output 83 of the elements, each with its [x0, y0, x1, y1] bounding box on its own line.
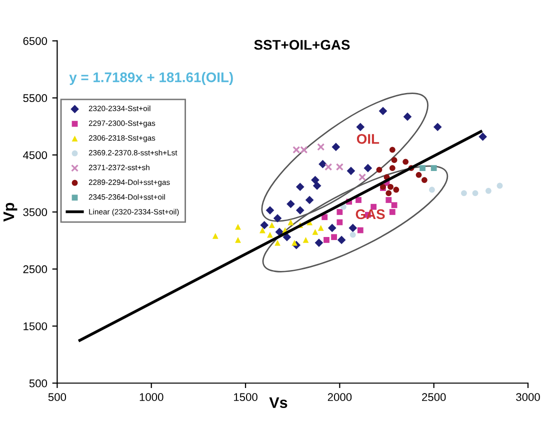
point [260, 227, 266, 234]
point [420, 165, 426, 172]
annotation: y = 1.7189x + 181.61(OIL) [69, 72, 233, 85]
point [389, 209, 396, 215]
point [324, 163, 332, 171]
point [332, 142, 340, 152]
point [389, 146, 396, 153]
point [386, 197, 392, 203]
point [273, 214, 282, 222]
point [235, 236, 241, 243]
point [312, 182, 322, 190]
point [348, 224, 358, 232]
x-tick-label: 2500 [422, 393, 446, 402]
y-tick-label: 3500 [23, 208, 48, 216]
point [312, 229, 318, 235]
x-tick-label: 500 [48, 393, 66, 402]
point [478, 132, 487, 141]
x-tick-label: 2000 [328, 393, 352, 402]
point [331, 234, 337, 240]
x-tick-label: 1500 [234, 393, 258, 402]
point [260, 220, 269, 230]
point [337, 236, 346, 244]
y-tick-label: 1500 [24, 322, 48, 330]
point [328, 224, 336, 232]
y-axis-title: Vp [4, 202, 18, 222]
point [266, 206, 274, 214]
point [311, 176, 320, 184]
y-tick-label: 2500 [23, 265, 48, 274]
point [336, 209, 343, 215]
point [391, 157, 398, 164]
chart-title: SST+OIL+GAS [254, 40, 350, 50]
y-tick-label: 500 [29, 379, 48, 388]
annotation: OIL [356, 134, 380, 144]
point [350, 232, 356, 238]
point [486, 188, 492, 194]
point [386, 190, 392, 196]
x-tick-label: 3000 [516, 393, 540, 402]
point [324, 236, 330, 243]
point [318, 225, 324, 231]
point [402, 158, 409, 165]
point [393, 186, 400, 193]
point [288, 219, 294, 226]
point [461, 190, 467, 196]
point [389, 165, 396, 172]
point [267, 232, 273, 238]
point [364, 164, 372, 172]
point [302, 236, 309, 243]
point [282, 232, 292, 242]
y-tick-label: 4500 [23, 151, 48, 160]
point [305, 196, 314, 204]
point [314, 238, 324, 247]
point [403, 112, 412, 121]
y-tick-label: 6500 [23, 37, 48, 45]
point [356, 197, 362, 203]
point [336, 163, 344, 171]
point [496, 182, 503, 189]
point [376, 166, 382, 173]
point [433, 122, 442, 132]
point [275, 228, 284, 236]
point [296, 206, 304, 214]
y-tick-label: 5500 [23, 94, 48, 102]
point [416, 172, 422, 178]
point [336, 219, 343, 226]
point [286, 200, 295, 208]
point [391, 202, 398, 208]
point [212, 233, 218, 239]
point [346, 166, 356, 176]
point [235, 224, 241, 230]
x-tick-label: 1000 [140, 393, 164, 402]
x-axis-title: Vs [269, 397, 288, 408]
point [472, 190, 478, 196]
point [429, 186, 435, 193]
point [388, 184, 394, 190]
point [317, 143, 325, 151]
point [421, 177, 428, 183]
point [318, 160, 327, 168]
point [356, 122, 365, 132]
point [430, 165, 437, 172]
point [268, 222, 275, 228]
point [378, 106, 388, 116]
point [358, 173, 366, 181]
point [357, 227, 364, 234]
point [296, 182, 304, 192]
